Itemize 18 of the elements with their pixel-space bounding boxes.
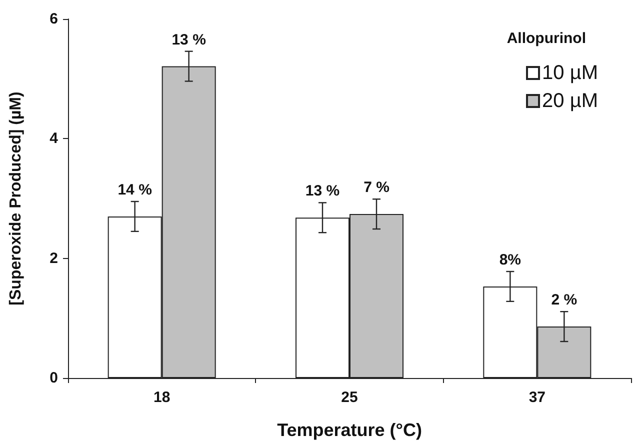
y-tick-label: 6 <box>50 10 58 28</box>
legend-label: 10 µM <box>542 62 598 84</box>
y-axis-title: [Superoxide Produced] (µM) <box>8 92 24 306</box>
annotation: 14 % <box>118 181 152 198</box>
y-tick-label: 0 <box>50 370 58 386</box>
x-tick-label: 25 <box>341 389 358 406</box>
x-axis-title: Temperature (°C) <box>277 420 422 440</box>
legend-label: 20 µM <box>542 90 598 112</box>
x-tick-label: 18 <box>153 389 170 406</box>
annotation: 13 % <box>305 182 340 200</box>
legend-title: Allopurinol <box>506 30 586 47</box>
x-tick-label: 37 <box>528 389 546 406</box>
annotation: 7 % <box>364 179 390 196</box>
annotation: 2 % <box>551 292 578 309</box>
annotation: 8% <box>499 251 522 268</box>
y-tick-label: 2 <box>50 250 58 267</box>
y-tick-label: 4 <box>50 130 59 148</box>
annotation: 13 % <box>172 31 206 48</box>
